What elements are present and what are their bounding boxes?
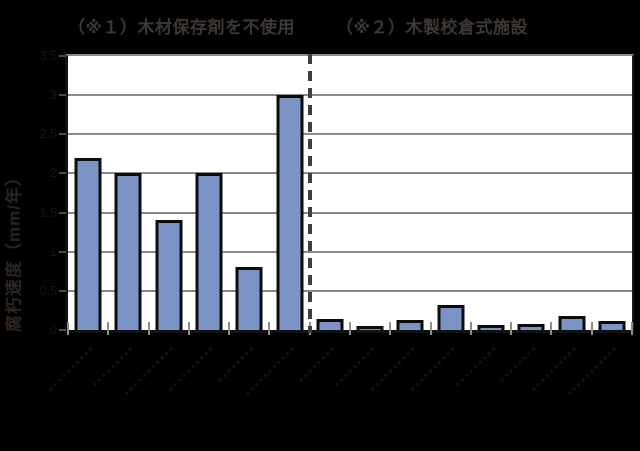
bar xyxy=(155,220,183,330)
bar xyxy=(74,158,102,330)
y-axis-tick xyxy=(59,94,66,97)
y-tick-label: 0.5 xyxy=(39,283,57,298)
y-tick-label: 3.5 xyxy=(39,49,57,63)
y-axis-title: 腐朽速度（mm/年） xyxy=(4,168,24,332)
y-axis-tick xyxy=(59,329,66,331)
gridline xyxy=(68,172,632,175)
x-axis-tick xyxy=(228,322,231,335)
plot-area: 0 0.5 1 1.5 2 2.5 3 3.5 ▪▪▪▪▪▪▪▪▪▪ ▪▪▪▪▪▪▪▪▪ ▪▪▪▪▪… xyxy=(40,49,634,400)
gridline xyxy=(68,289,632,292)
x-axis-tick xyxy=(429,322,432,335)
x-axis-tick xyxy=(349,322,351,335)
x-axis-tick xyxy=(389,322,392,335)
gridline xyxy=(68,250,632,253)
y-axis-tick xyxy=(59,250,66,253)
x-axis-tick xyxy=(590,322,593,335)
bar xyxy=(477,325,505,330)
y-axis-tick xyxy=(59,211,66,214)
bar xyxy=(517,324,545,330)
group-divider-dashed-line xyxy=(307,54,312,333)
y-axis-tick xyxy=(59,133,66,136)
y-tick-label: 1 xyxy=(50,244,57,259)
bar xyxy=(195,173,223,330)
x-axis-tick xyxy=(67,322,69,335)
bar xyxy=(558,316,586,330)
annotation-group2-label: （※２）木製校倉式施設 xyxy=(336,18,529,37)
x-axis-tick xyxy=(147,322,150,335)
y-tick-label: 0 xyxy=(50,323,57,337)
bar xyxy=(598,321,626,330)
y-tick-label: 1.5 xyxy=(39,205,57,220)
bar xyxy=(437,305,465,330)
y-axis-tick xyxy=(59,289,66,292)
bar xyxy=(356,326,384,330)
bar xyxy=(396,320,424,330)
x-axis-tick xyxy=(550,322,553,335)
x-axis-tick xyxy=(107,322,110,335)
bar xyxy=(114,173,142,330)
x-tick-label-smudge: ▪▪▪▪▪▪▪▪▪▪ xyxy=(43,341,99,396)
gridline xyxy=(68,133,632,136)
x-axis-tick xyxy=(631,322,633,335)
x-axis-tick xyxy=(268,322,271,335)
bar xyxy=(276,95,304,330)
x-axis-tick xyxy=(187,322,190,335)
y-axis-tick xyxy=(59,172,66,175)
y-axis-tick xyxy=(59,55,66,57)
bar xyxy=(235,267,263,330)
bar xyxy=(316,319,344,330)
y-tick-label: 2.5 xyxy=(39,127,57,142)
y-tick-label: 2 xyxy=(50,166,57,181)
x-axis-tick xyxy=(469,322,472,335)
annotation-group1-label: （※１）木材保存剤を不使用 xyxy=(68,18,296,37)
y-tick-label: 3 xyxy=(50,88,57,103)
gridline xyxy=(68,94,632,97)
gridline xyxy=(68,211,632,214)
x-axis-tick xyxy=(510,322,513,335)
